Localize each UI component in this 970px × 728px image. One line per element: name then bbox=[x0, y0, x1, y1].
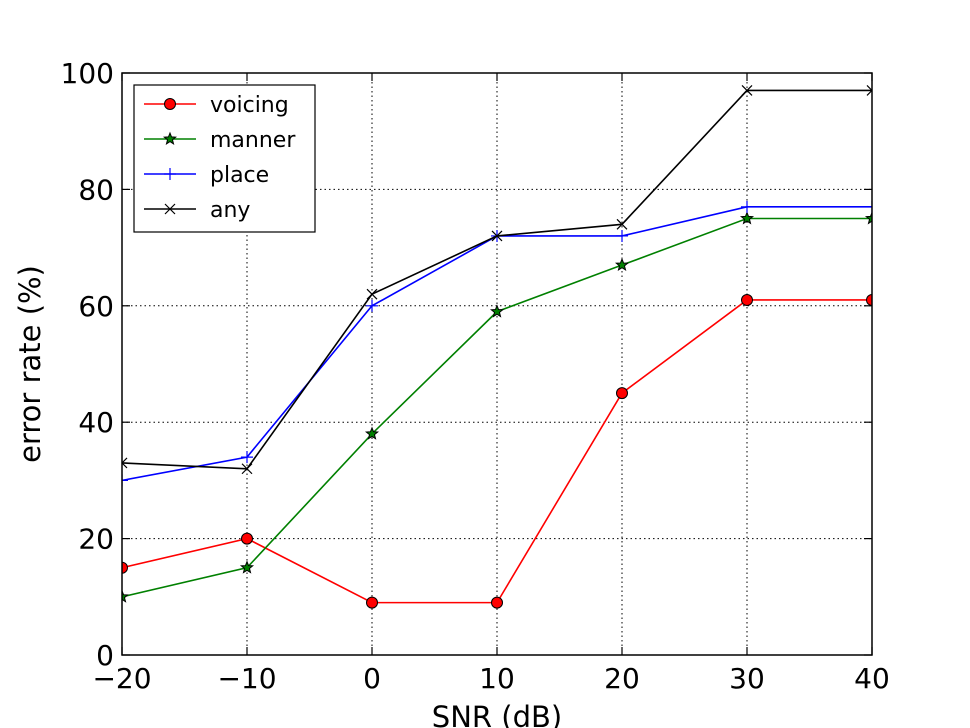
legend-label-manner: manner bbox=[210, 128, 296, 153]
data-point-any bbox=[122, 457, 128, 469]
legend-marker-voicing bbox=[164, 98, 176, 110]
legend-marker-manner bbox=[162, 131, 178, 145]
x-tick-label: 20 bbox=[604, 662, 640, 695]
y-tick-label: 80 bbox=[78, 173, 114, 206]
legend-box bbox=[133, 84, 316, 233]
data-point-any bbox=[866, 85, 872, 96]
y-tick-label: 100 bbox=[61, 57, 114, 90]
x-tick-label: −20 bbox=[92, 662, 151, 695]
axis-ticks: −20 −10 0 10 20 30 40 0 20 40 60 80 100 bbox=[61, 57, 890, 695]
data-point-voicing bbox=[122, 561, 128, 574]
data-point-any bbox=[741, 85, 753, 96]
data-point-place bbox=[741, 200, 753, 213]
data-point-voicing bbox=[741, 293, 753, 306]
y-tick-label: 40 bbox=[78, 406, 114, 439]
data-point-voicing bbox=[866, 293, 872, 306]
x-axis-label: SNR (dB) bbox=[432, 700, 562, 728]
x-tick-label: 30 bbox=[729, 662, 765, 695]
data-point-manner bbox=[239, 560, 255, 574]
series-any bbox=[122, 85, 872, 475]
legend-item-manner: manner bbox=[144, 128, 296, 153]
series-manner bbox=[122, 211, 872, 603]
series-lines bbox=[122, 85, 872, 609]
series-line-manner bbox=[122, 217, 872, 598]
x-tick-label: 0 bbox=[363, 662, 381, 695]
legend-item-place: place bbox=[144, 163, 269, 188]
x-tick-label: 10 bbox=[479, 662, 515, 695]
legend-marker-place bbox=[164, 168, 176, 180]
data-point-voicing bbox=[241, 532, 253, 545]
data-point-any bbox=[366, 288, 378, 300]
data-point-place bbox=[866, 200, 872, 213]
data-point-any bbox=[616, 218, 628, 230]
legend-item-voicing: voicing bbox=[144, 93, 289, 118]
x-tick-label: 40 bbox=[854, 662, 890, 695]
legend-label-place: place bbox=[210, 163, 269, 188]
data-point-place bbox=[616, 229, 628, 242]
data-point-manner bbox=[489, 304, 505, 318]
legend-marker-any bbox=[164, 203, 176, 215]
data-point-manner bbox=[614, 257, 630, 272]
legend-item-any: any bbox=[144, 198, 250, 223]
y-tick-label: 60 bbox=[78, 290, 114, 323]
data-point-manner bbox=[864, 211, 872, 225]
data-point-manner bbox=[122, 589, 130, 603]
data-point-manner bbox=[364, 426, 380, 440]
data-point-manner bbox=[739, 211, 755, 225]
data-point-place bbox=[366, 299, 378, 312]
y-tick-label: 20 bbox=[78, 523, 114, 556]
data-point-place bbox=[122, 474, 128, 487]
data-point-voicing bbox=[366, 596, 378, 609]
data-point-place bbox=[241, 451, 253, 464]
legend-label-voicing: voicing bbox=[210, 93, 289, 118]
legend: voicing manner place any bbox=[133, 84, 316, 233]
series-voicing bbox=[122, 293, 872, 609]
data-point-any bbox=[241, 463, 253, 475]
y-tick-label: 0 bbox=[96, 639, 114, 672]
data-point-voicing bbox=[616, 387, 628, 400]
data-point-voicing bbox=[491, 596, 503, 609]
y-axis-label: error rate (%) bbox=[13, 265, 47, 463]
x-tick-label: −10 bbox=[217, 662, 276, 695]
data-point-any bbox=[491, 230, 503, 242]
legend-label-any: any bbox=[210, 198, 250, 223]
